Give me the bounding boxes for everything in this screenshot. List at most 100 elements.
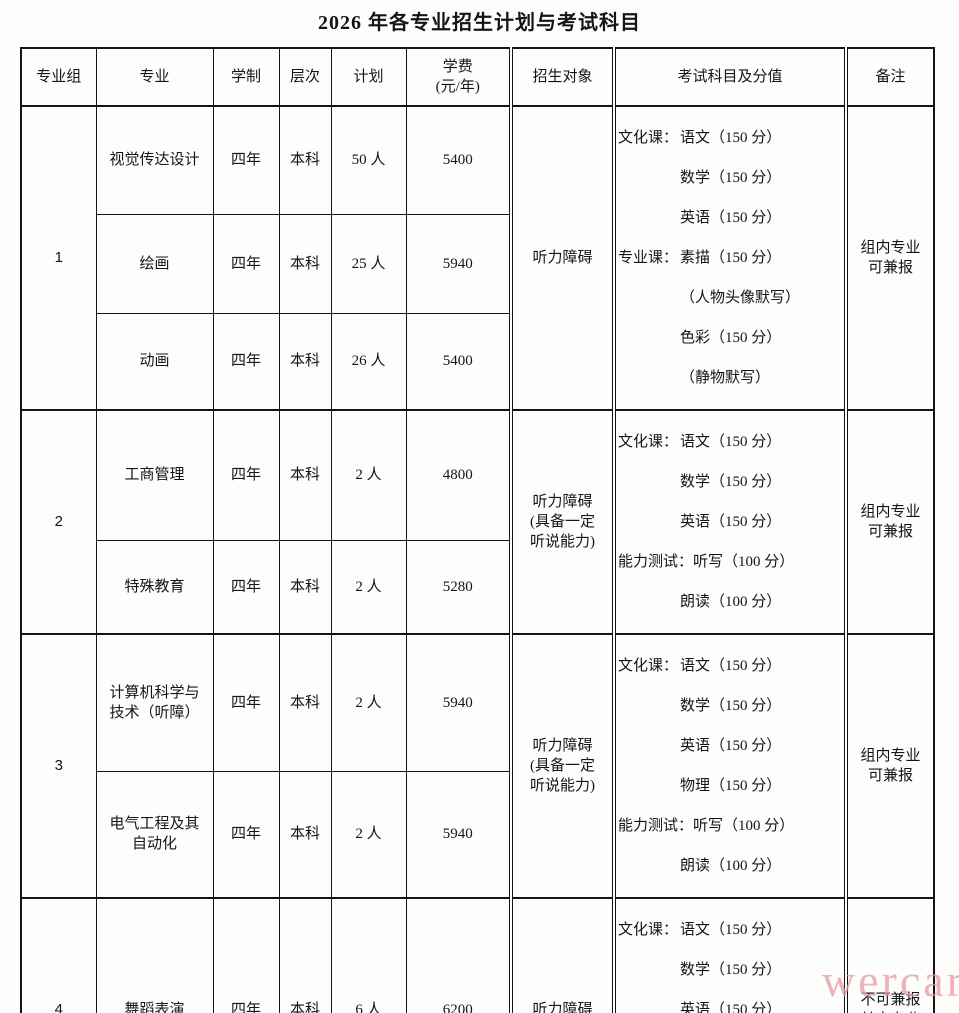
cell-duration: 四年	[212, 213, 280, 314]
table-row: 电气工程及其 自动化 四年 本科 2 人 5940	[21, 770, 934, 899]
cell-exam-subjects: 文化课：语文（150 分） 数学（150 分） 英语（150 分） 专业课：技巧…	[612, 897, 847, 1013]
exam-subject: 语文（150 分）	[680, 434, 782, 450]
header-target: 招生对象	[509, 47, 615, 107]
exam-subject: 英语（150 分）	[680, 514, 782, 530]
cell-target: 听力障碍 (具备一定 听说能力)	[509, 633, 615, 899]
exam-subject: 英语（150 分）	[680, 210, 782, 226]
cell-duration: 四年	[212, 632, 280, 772]
table-row: 动画 四年 本科 26 人 5400	[21, 312, 934, 411]
header-plan: 计划	[330, 47, 407, 107]
exam-subject: 数学（150 分）	[680, 474, 782, 490]
exam-subject: 语文（150 分）	[680, 922, 782, 938]
cell-plan: 2 人	[330, 408, 407, 541]
exam-subject: （静物默写）	[680, 370, 771, 386]
exam-label: 文化课：	[618, 130, 679, 146]
cell-level: 本科	[278, 312, 332, 411]
header-tuition: 学费 (元/年)	[405, 47, 512, 107]
cell-level: 本科	[278, 897, 332, 1013]
exam-subject: 数学（150 分）	[680, 698, 782, 714]
cell-remark: 不可兼报 其它专业	[844, 897, 935, 1013]
cell-target: 听力障碍 (具备一定 听说能力)	[509, 409, 615, 635]
cell-level: 本科	[278, 408, 332, 541]
exam-subject: 数学（150 分）	[680, 170, 782, 186]
header-level: 层次	[278, 47, 332, 107]
table-row: 4 舞蹈表演 四年 本科 6 人 6200 听力障碍 文化课： 语文（150 分）…	[20, 897, 935, 1013]
exam-subject: 语文（150 分）	[680, 130, 782, 146]
cell-tuition: 5280	[405, 539, 512, 635]
cell-duration: 四年	[212, 770, 280, 899]
cell-group-id: 3	[20, 633, 97, 899]
cell-level: 本科	[278, 632, 332, 772]
table-row: 1 视觉传达设计 四年 本科 50 人 5400 听力障碍 文化课： 语文（150…	[20, 104, 935, 411]
page-title: 2026 年各专业招生计划与考试科目	[318, 12, 641, 34]
cell-level: 本科	[278, 104, 332, 215]
admissions-table: 专业组 专业 学制 层次 计划 学费 (元/年) 招生对象 考试科目及分值 备注…	[20, 47, 935, 1013]
cell-tuition: 5400	[405, 312, 512, 411]
cell-plan: 6 人	[330, 897, 407, 1013]
exam-subject: 数学（150 分）	[680, 962, 782, 978]
header-duration: 学制	[212, 47, 280, 107]
cell-tuition: 5400	[405, 104, 512, 215]
header-remark: 备注	[844, 47, 935, 107]
cell-major: 绘画	[95, 213, 214, 314]
exam-subject: 语文（150 分）	[680, 658, 782, 674]
table-row: 绘画 四年 本科 25 人 5940	[21, 213, 934, 314]
exam-label: 文化课：	[618, 658, 679, 674]
cell-target: 听力障碍	[509, 897, 615, 1013]
exam-subject: 物理（150 分）	[680, 778, 782, 794]
cell-exam-subjects: 文化课： 语文（150 分） 数学（150 分） 英语（150 分） 物理（150…	[612, 633, 847, 899]
header-major: 专业	[95, 47, 214, 107]
cell-duration: 四年	[212, 104, 280, 215]
cell-major: 工商管理	[95, 408, 214, 541]
exam-label: 专业课：	[618, 250, 679, 266]
cell-group-id: 1	[20, 105, 97, 411]
header-exam: 考试科目及分值	[612, 47, 847, 107]
cell-major: 视觉传达设计	[95, 104, 214, 215]
cell-group-id: 4	[20, 897, 97, 1013]
cell-major: 特殊教育	[95, 539, 214, 635]
cell-duration: 四年	[212, 897, 280, 1013]
cell-tuition: 4800	[405, 408, 512, 541]
exam-subject: 朗读（100 分）	[680, 858, 782, 874]
cell-plan: 50 人	[330, 104, 407, 215]
cell-tuition: 6200	[405, 897, 512, 1013]
exam-label: 能力测试：	[618, 554, 694, 570]
cell-plan: 2 人	[330, 632, 407, 772]
cell-tuition: 5940	[405, 632, 512, 772]
cell-exam-subjects: 文化课： 语文（150 分） 数学（150 分） 英语（150 分） 能力测试：听…	[612, 409, 847, 635]
cell-level: 本科	[278, 770, 332, 899]
cell-target: 听力障碍	[509, 105, 615, 411]
exam-label: 文化课：	[618, 922, 679, 938]
exam-subject: 朗读（100 分）	[680, 594, 782, 610]
cell-major: 电气工程及其 自动化	[95, 770, 214, 899]
exam-label: 文化课：	[618, 434, 679, 450]
exam-subject: （人物头像默写）	[680, 290, 801, 306]
cell-major: 舞蹈表演	[95, 897, 214, 1013]
cell-plan: 2 人	[330, 539, 407, 635]
cell-remark: 组内专业 可兼报	[844, 105, 935, 411]
cell-group-id: 2	[20, 409, 97, 635]
cell-major: 计算机科学与 技术（听障）	[95, 632, 214, 772]
cell-tuition: 5940	[405, 770, 512, 899]
exam-subject: 英语（150 分）	[680, 1002, 782, 1013]
cell-duration: 四年	[212, 312, 280, 411]
table-header-row: 专业组 专业 学制 层次 计划 学费 (元/年) 招生对象 考试科目及分值 备注	[20, 47, 935, 107]
cell-remark: 组内专业 可兼报	[844, 633, 935, 899]
exam-label: 能力测试：	[618, 818, 694, 834]
header-group: 专业组	[20, 47, 97, 107]
cell-plan: 2 人	[330, 770, 407, 899]
exam-subject: 英语（150 分）	[680, 738, 782, 754]
cell-plan: 25 人	[330, 213, 407, 314]
table-row: 特殊教育 四年 本科 2 人 5280	[21, 539, 934, 635]
cell-plan: 26 人	[330, 312, 407, 411]
table-row: 2 工商管理 四年 本科 2 人 4800 听力障碍 (具备一定 听说能力) 文…	[20, 408, 935, 635]
cell-exam-subjects: 文化课： 语文（150 分） 数学（150 分） 英语（150 分） 专业课： 素描…	[612, 105, 847, 411]
table-row: 3 计算机科学与 技术（听障） 四年 本科 2 人 5940 听力障碍 (具备一…	[20, 632, 935, 899]
cell-level: 本科	[278, 213, 332, 314]
exam-subject: 色彩（150 分）	[680, 330, 782, 346]
cell-major: 动画	[95, 312, 214, 411]
exam-subject: 听写（100 分）	[693, 554, 795, 570]
cell-remark: 组内专业 可兼报	[844, 409, 935, 635]
exam-subject: 素描（150 分）	[680, 250, 782, 266]
